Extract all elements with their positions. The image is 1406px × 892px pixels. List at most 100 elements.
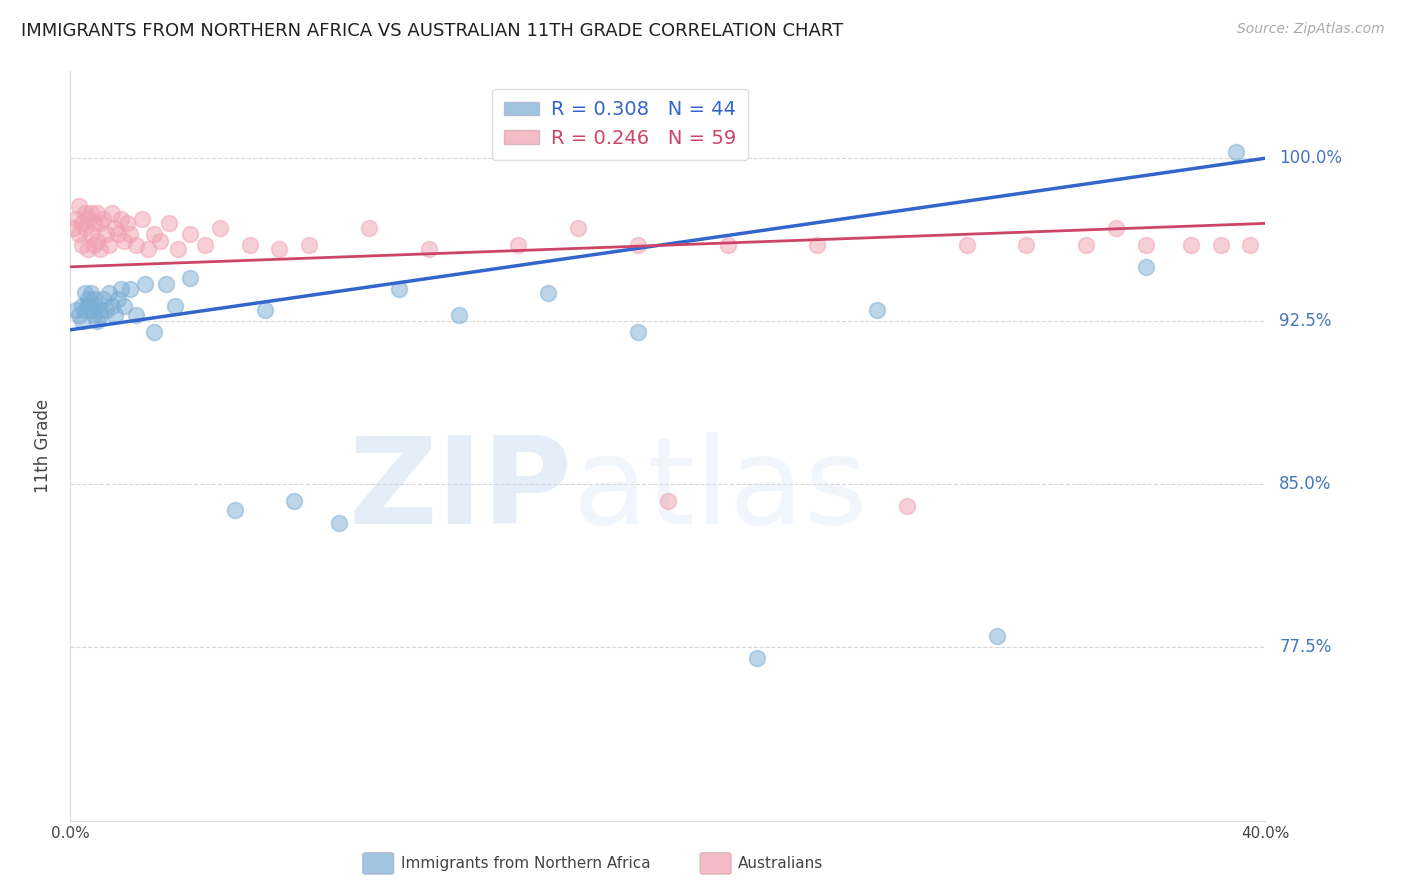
Text: 92.5%: 92.5%: [1279, 312, 1331, 330]
Text: 85.0%: 85.0%: [1279, 475, 1331, 493]
Point: [110, 281, 132, 295]
Point: [283, 494, 305, 508]
Point: [1209, 238, 1232, 252]
Point: [1076, 238, 1098, 252]
Point: [627, 238, 650, 252]
Point: [136, 243, 159, 257]
Point: [418, 243, 440, 257]
Point: [80, 205, 103, 219]
Point: [134, 277, 156, 292]
Text: ZIP: ZIP: [349, 433, 572, 549]
Point: [83, 293, 105, 307]
Point: [98, 238, 121, 252]
Point: [1239, 238, 1261, 252]
Point: [163, 299, 186, 313]
Point: [67, 308, 90, 322]
Point: [107, 227, 129, 242]
Point: [112, 299, 135, 313]
Point: [143, 227, 166, 242]
Point: [110, 212, 132, 227]
Point: [537, 285, 560, 300]
Point: [747, 650, 769, 665]
Point: [77, 212, 100, 227]
Point: [77, 299, 100, 313]
Point: [149, 234, 172, 248]
Point: [328, 516, 350, 530]
Point: [83, 308, 105, 322]
Point: [86, 234, 108, 248]
Point: [70, 314, 93, 328]
Point: [194, 238, 217, 252]
Point: [83, 216, 105, 230]
Point: [96, 303, 118, 318]
Point: [1135, 238, 1157, 252]
Text: IMMIGRANTS FROM NORTHERN AFRICA VS AUSTRALIAN 11TH GRADE CORRELATION CHART: IMMIGRANTS FROM NORTHERN AFRICA VS AUSTR…: [21, 22, 844, 40]
Point: [70, 216, 93, 230]
Point: [986, 629, 1008, 643]
Point: [567, 220, 589, 235]
Point: [91, 212, 114, 227]
Point: [208, 220, 231, 235]
Point: [101, 299, 124, 313]
Point: [98, 285, 121, 300]
Point: [657, 494, 679, 508]
Point: [717, 238, 740, 252]
Point: [956, 238, 979, 252]
Point: [75, 285, 97, 300]
Point: [143, 325, 166, 339]
Point: [80, 285, 103, 300]
Point: [508, 238, 530, 252]
Point: [224, 503, 246, 517]
Point: [67, 199, 90, 213]
Point: [86, 205, 108, 219]
Point: [62, 220, 84, 235]
Point: [627, 325, 650, 339]
Point: [75, 205, 97, 219]
Point: [896, 499, 918, 513]
Point: [101, 205, 124, 219]
Point: [125, 308, 148, 322]
Point: [131, 212, 153, 227]
Point: [1105, 220, 1128, 235]
Point: [104, 308, 127, 322]
Point: [269, 243, 291, 257]
Point: [115, 216, 138, 230]
Point: [86, 299, 108, 313]
Point: [157, 216, 180, 230]
Point: [1225, 145, 1247, 159]
Point: [80, 303, 103, 318]
Point: [1135, 260, 1157, 274]
Point: [806, 238, 828, 252]
Y-axis label: 11th Grade: 11th Grade: [34, 399, 52, 493]
Point: [77, 293, 100, 307]
Point: [155, 277, 177, 292]
Point: [107, 293, 129, 307]
Point: [75, 303, 97, 318]
Point: [166, 243, 188, 257]
Point: [239, 238, 262, 252]
Point: [89, 216, 111, 230]
Text: atlas: atlas: [572, 433, 868, 549]
Point: [866, 303, 889, 318]
Point: [75, 220, 97, 235]
Point: [1180, 238, 1202, 252]
Point: [91, 293, 114, 307]
Point: [89, 243, 111, 257]
Point: [65, 212, 87, 227]
Text: Source: ZipAtlas.com: Source: ZipAtlas.com: [1237, 22, 1385, 37]
Point: [120, 227, 141, 242]
Point: [96, 227, 118, 242]
Text: 77.5%: 77.5%: [1279, 638, 1331, 656]
Point: [125, 238, 148, 252]
Text: Australians: Australians: [738, 856, 824, 871]
Point: [253, 303, 276, 318]
Text: 100.0%: 100.0%: [1279, 149, 1343, 167]
Point: [359, 220, 381, 235]
Point: [388, 281, 411, 295]
Legend: R = 0.308   N = 44, R = 0.246   N = 59: R = 0.308 N = 44, R = 0.246 N = 59: [492, 88, 748, 160]
Point: [112, 234, 135, 248]
Text: Immigrants from Northern Africa: Immigrants from Northern Africa: [401, 856, 651, 871]
Point: [1015, 238, 1038, 252]
Point: [77, 243, 100, 257]
Point: [80, 227, 103, 242]
